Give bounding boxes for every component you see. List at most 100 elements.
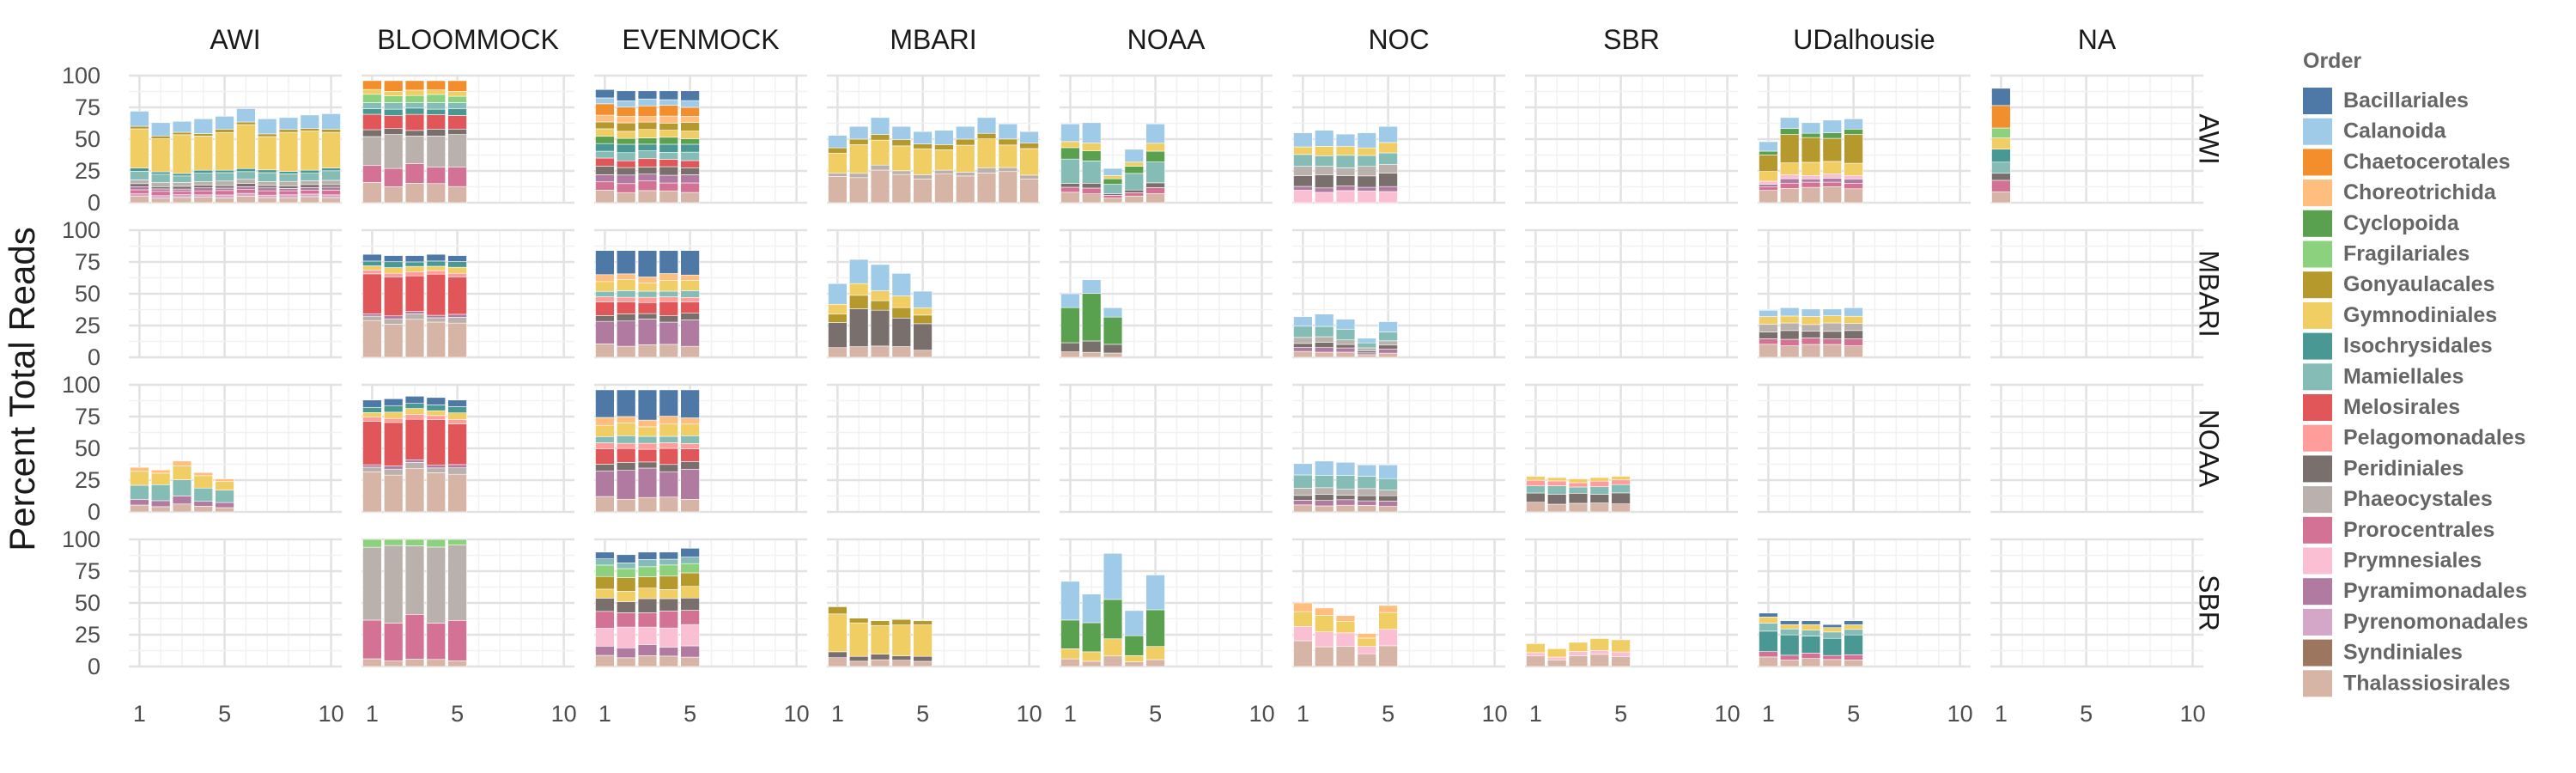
bar-segment-pelagomonadales	[637, 442, 658, 450]
bar-segment-fragilariales	[383, 95, 404, 103]
bar-segment-phaeocystales	[215, 180, 234, 186]
bar-segment-mamiellales	[616, 435, 636, 444]
bar-segment-gonyaulacales	[870, 620, 890, 626]
bar-segment-isochrysidales	[404, 107, 425, 115]
x-tick-label: 10	[1947, 701, 1973, 727]
bar-segment-isochrysidales	[130, 167, 149, 172]
bar-segment-mamiellales	[1844, 629, 1863, 636]
bar-segment-phaeocystales	[404, 136, 425, 164]
bar-segment-pelagomonadales	[637, 296, 658, 303]
bar-segment-melosirales	[659, 447, 679, 466]
bar-segment-calanoida	[1335, 319, 1356, 330]
bar-segment-mamiellales	[172, 479, 192, 496]
bar-segment-fragilariales	[1991, 127, 2011, 138]
bar-segment-bacillariales	[659, 389, 679, 417]
bar-segment-melosirales	[637, 158, 658, 167]
bar-segment-bacillariales	[680, 389, 700, 418]
legend-item-prymnesiales: Prymnesiales	[2303, 547, 2482, 575]
bar-segment-pelagomonadales	[426, 415, 447, 420]
bar-segment-choreotrichida	[659, 273, 679, 281]
bar-segment-thalassiosirales	[1844, 188, 1863, 204]
bar-segment-pelagomonadales	[680, 297, 700, 303]
x-tick-label: 10	[1017, 701, 1042, 727]
bar-segment-pyramimonadales	[616, 174, 636, 185]
bar-segment-isochrysidales	[321, 167, 341, 172]
bar-segment-bacillariales	[1991, 88, 2011, 107]
bar-segment-pyramimonadales	[637, 319, 658, 345]
bar-segment-bacillariales	[637, 250, 658, 277]
bar-segment-prymnesiales	[1546, 656, 1567, 660]
bar-segment-gonyaulacales	[321, 129, 341, 133]
bar-segment-gonyaulacales	[659, 123, 679, 131]
bar-segment-peridiniales	[1357, 175, 1377, 188]
bar-segment-pyrenomonadales	[150, 195, 171, 199]
bar-segment-thalassiosirales	[976, 173, 997, 204]
bar-segment-cyclopoida	[659, 137, 679, 145]
bar-segment-pyramimonadales	[447, 313, 467, 318]
bar-segment-prorocentrales	[1991, 180, 2011, 192]
bar-segment-mamiellales	[680, 435, 700, 444]
bar-segment-phaeocystales	[955, 172, 975, 177]
bar-segment-gymnodiniales	[1060, 141, 1080, 149]
bar-segment-thalassiosirales	[913, 660, 933, 667]
bar-segment-mamiellales	[447, 102, 467, 110]
bar-segment-cyclopoida	[1801, 132, 1821, 138]
bar-segment-pyramimonadales	[383, 465, 404, 470]
bar-segment-calanoida	[1019, 131, 1039, 143]
bar-segment-prymnesiales	[1335, 632, 1356, 647]
bar-segment-phaeocystales	[447, 134, 467, 167]
bar-segment-calanoida	[1378, 464, 1398, 479]
bar-segment-gonyaulacales	[150, 135, 171, 139]
legend-label: Mamiellales	[2343, 364, 2464, 388]
bar-segment-gymnodiniales	[891, 295, 912, 308]
bar-segment-gymnodiniales	[1611, 639, 1631, 653]
bar-segment-calanoida	[848, 259, 869, 284]
legend-swatch	[2303, 363, 2332, 391]
bar-segment-thalassiosirales	[1589, 502, 1610, 513]
bar-segment-peridiniales	[616, 462, 636, 472]
legend-swatch	[2303, 455, 2332, 483]
bar-segment-gymnodiniales	[1759, 316, 1778, 325]
bar-segment-peridiniales	[637, 461, 658, 469]
bar-segment-thalassiosirales	[828, 657, 848, 667]
bar-segment-calanoida	[828, 135, 848, 149]
y-tick-label: 100	[62, 63, 100, 88]
bar-segment-phaeocystales	[404, 545, 425, 615]
bar-segment-gymnodiniales	[383, 91, 404, 96]
bar-segment-chaetocerotales	[680, 107, 700, 117]
bar-segment-calanoida	[150, 122, 171, 137]
bar-segment-gymnodiniales	[130, 128, 149, 169]
bar-segment-peridiniales	[637, 167, 658, 175]
panel-sbr-awi	[129, 538, 342, 668]
bar-segment-peridiniales	[1568, 492, 1589, 504]
bar-segment-bacillariales	[616, 389, 636, 417]
bar-segment-gymnodiniales	[172, 134, 192, 174]
bar-segment-peridiniales	[891, 317, 912, 347]
bar-segment-gonyaulacales	[595, 121, 615, 130]
bar-segment-thalassiosirales	[193, 506, 214, 513]
bar-segment-peridiniales	[1081, 183, 1102, 189]
bar-segment-pyramimonadales	[616, 647, 636, 659]
bar-segment-fragilariales	[426, 539, 447, 548]
bar-segment-fragilariales	[404, 539, 425, 546]
bar-segment-pelagomonadales	[680, 443, 700, 449]
bar-segment-melosirales	[447, 115, 467, 130]
bar-segment-gymnodiniales	[1103, 638, 1123, 657]
bar-segment-gonyaulacales	[680, 572, 700, 587]
bar-segment-calanoida	[1357, 132, 1377, 149]
bar-segment-thalassiosirales	[1293, 640, 1313, 667]
bars-awi-noaa	[1060, 122, 1165, 204]
bar-segment-calanoida	[1822, 308, 1843, 316]
bar-segment-gymnodiniales	[1822, 315, 1843, 324]
facet-row-label: AWI	[2194, 113, 2225, 164]
bar-segment-pelagomonadales	[426, 270, 447, 275]
y-tick-label: 25	[75, 158, 100, 184]
bar-segment-mamiellales	[1081, 161, 1102, 184]
bar-segment-thalassiosirales	[1081, 351, 1102, 358]
bar-segment-peridiniales	[1060, 342, 1080, 352]
bar-segment-thalassiosirales	[447, 322, 467, 358]
bar-segment-thalassiosirales	[150, 506, 171, 513]
facet-row-label: NOAA	[2194, 410, 2225, 488]
bar-segment-gymnodiniales	[828, 303, 848, 315]
x-tick-label: 10	[551, 701, 577, 727]
